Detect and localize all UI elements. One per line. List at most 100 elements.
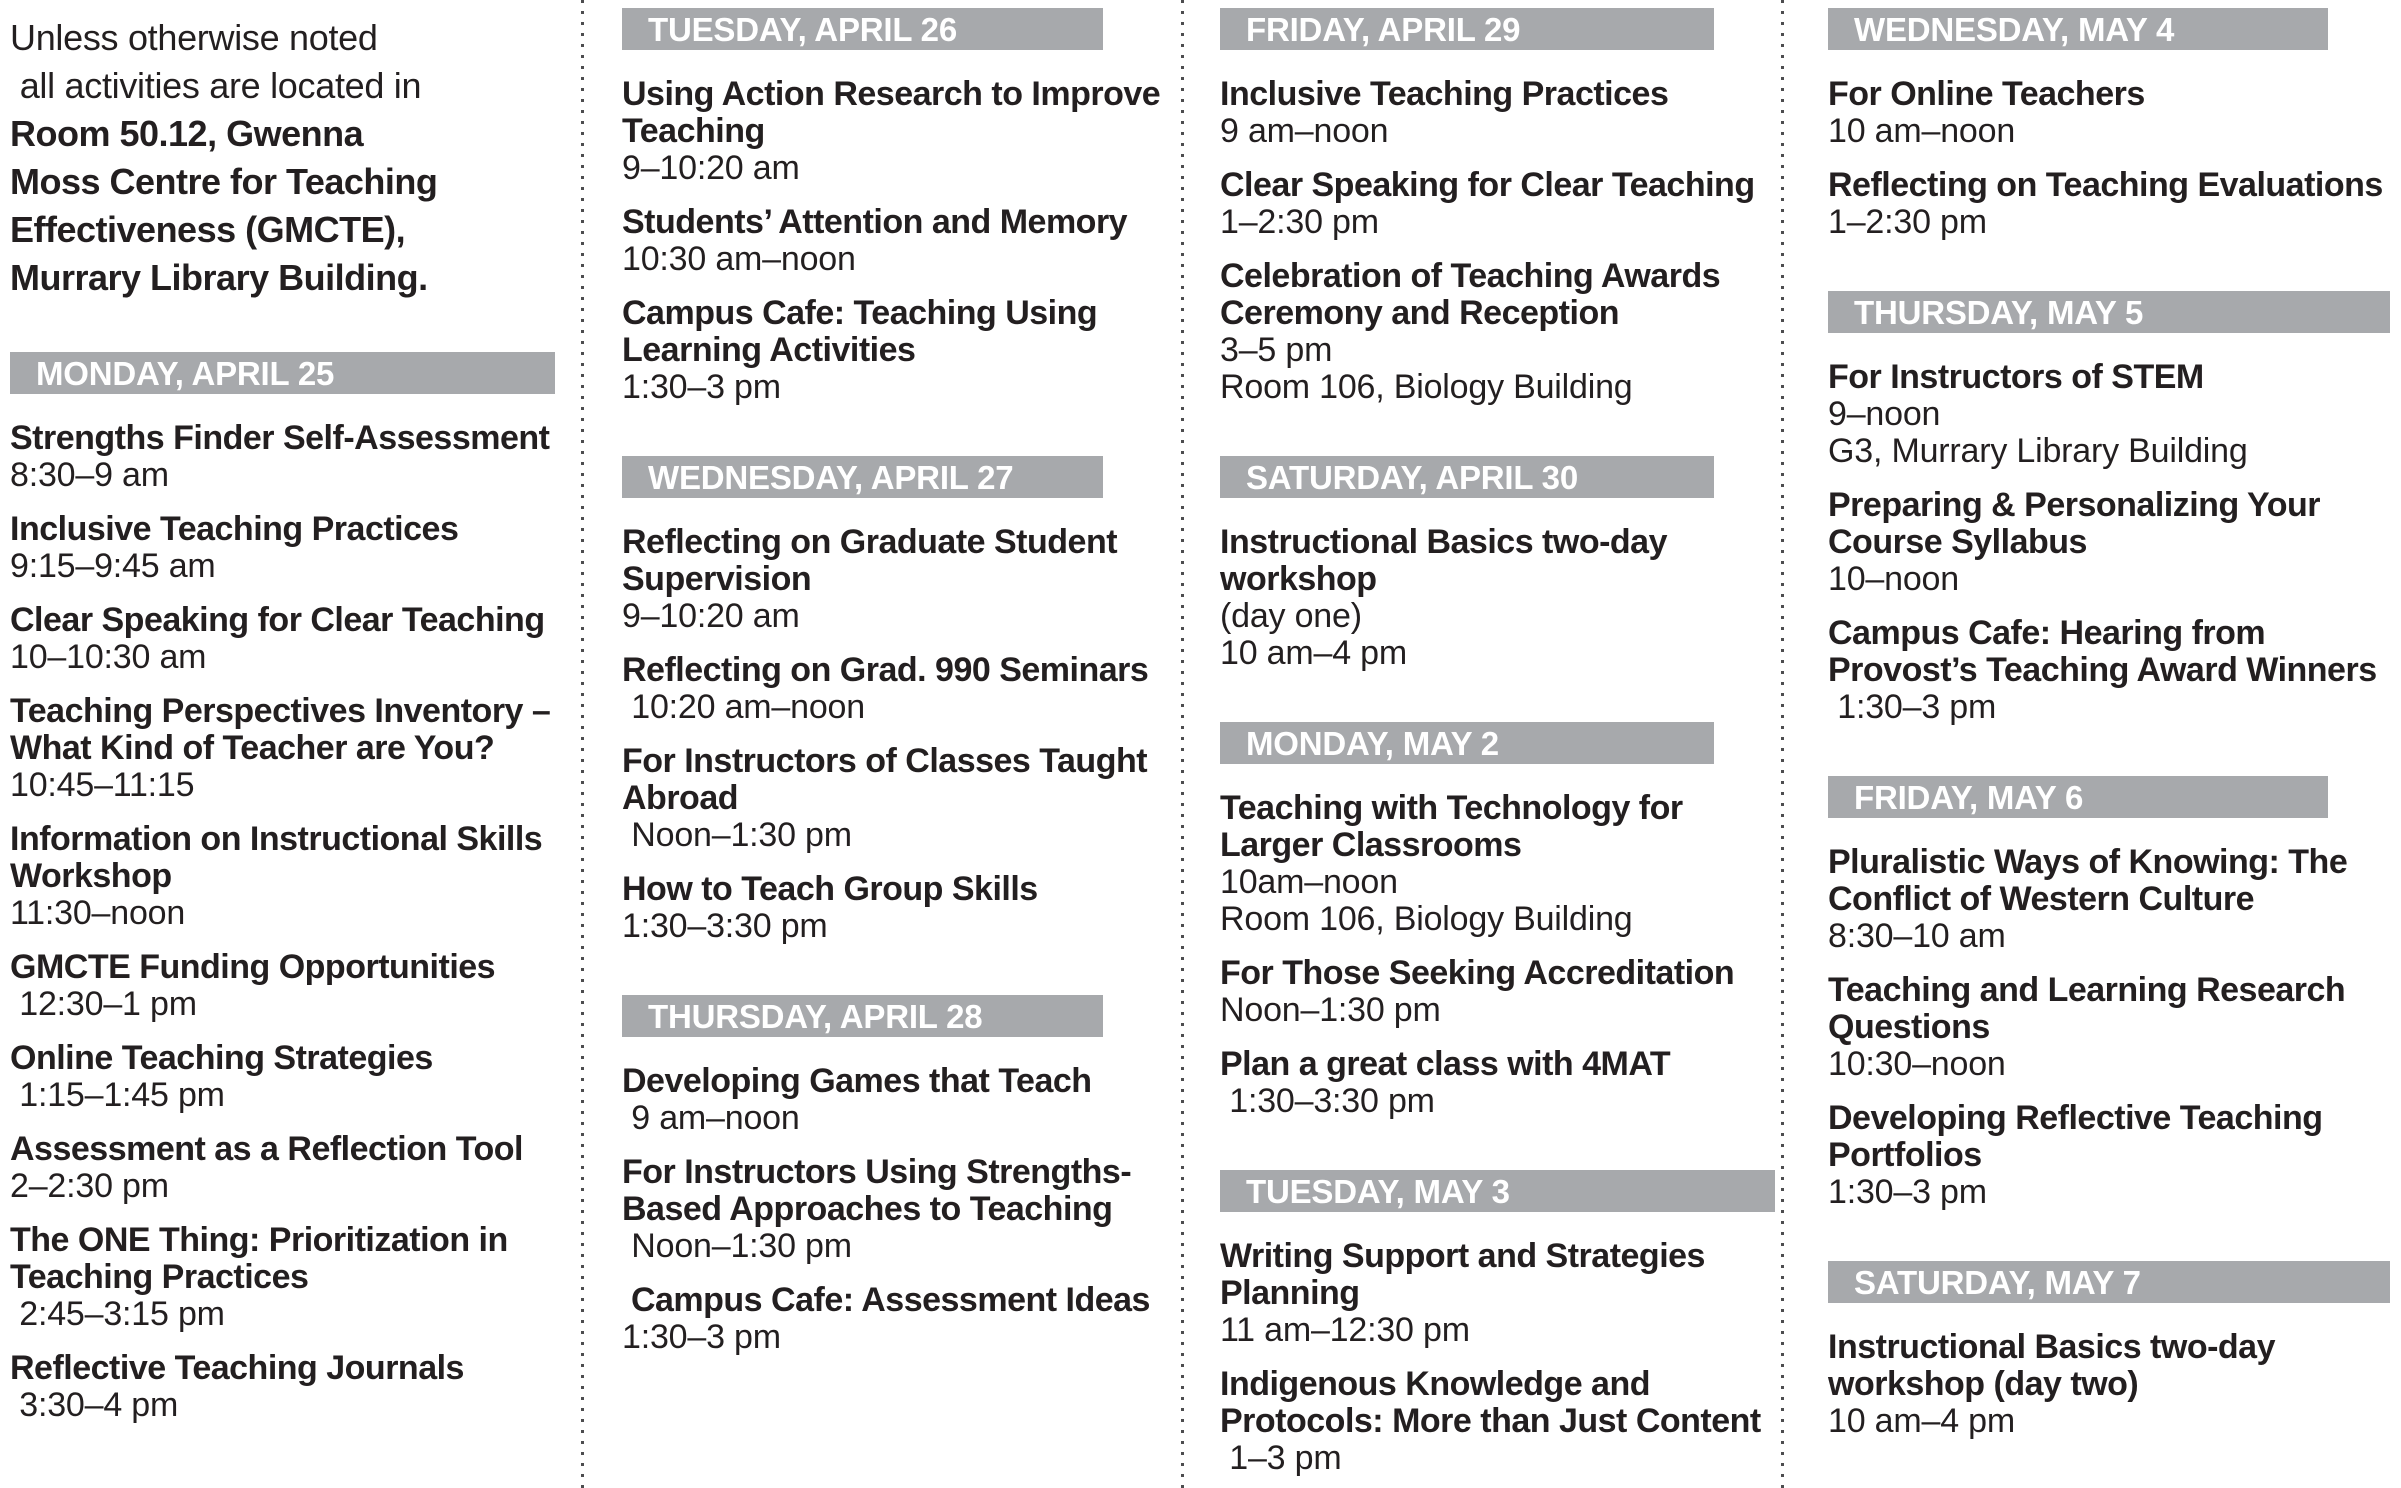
event-detail: 12:30–1 pm (10, 985, 197, 1023)
event: Pluralistic Ways of Knowing: The Conflic… (1828, 844, 2390, 955)
event-detail: 3:30–4 pm (10, 1386, 179, 1424)
day-header-label: FRIDAY, APRIL 29 (1246, 11, 1521, 48)
event-title: For Instructors Using Strengths- Based A… (622, 1153, 1132, 1228)
event-title: Pluralistic Ways of Knowing: The Conflic… (1828, 843, 2348, 918)
event: Clear Speaking for Clear Teaching 1–2:30 … (1220, 167, 1775, 241)
event: Preparing & Personalizing Your Course Sy… (1828, 487, 2390, 598)
event-title: Teaching with Technology for Larger Clas… (1220, 789, 1683, 864)
day-header-bar: THURSDAY, APRIL 28 (622, 995, 1103, 1037)
event: Information on Instructional Skills Work… (10, 821, 555, 932)
event-detail: 3–5 pm (1220, 331, 1333, 369)
event-detail: 1:30–3:30 pm (622, 907, 828, 945)
event-detail: 9–10:20 am (622, 597, 800, 635)
day-header-bar: TUESDAY, MAY 3 (1220, 1170, 1775, 1212)
event: Inclusive Teaching Practices 9:15–9:45 am (10, 511, 555, 585)
event-detail: 10–10:30 am (10, 638, 207, 676)
event-detail: 1:30–3 pm (1828, 1173, 1987, 1211)
event: Developing Games that Teach 9 am–noon (622, 1063, 1162, 1137)
event-title: Campus Cafe: Hearing from Provost’s Teac… (1828, 614, 2377, 689)
event-detail: 8:30–9 am (10, 456, 169, 494)
event-detail: 10:30 am–noon (622, 240, 856, 278)
day-header-bar: THURSDAY, MAY 5 (1828, 291, 2390, 333)
day-header-label: THURSDAY, APRIL 28 (648, 998, 983, 1035)
column-separator (1181, 0, 1184, 1488)
event: Clear Speaking for Clear Teaching 10–10:3… (10, 602, 555, 676)
event-detail: 10:30–noon (1828, 1045, 2006, 1083)
event: For Online Teachers 10 am–noon (1828, 76, 2390, 150)
event-title: How to Teach Group Skills (622, 870, 1038, 908)
event-detail: 10am–noon (1220, 863, 1398, 901)
event-detail: 1:30–3 pm (1828, 688, 1997, 726)
day-header-bar: MONDAY, MAY 2 (1220, 722, 1714, 764)
schedule-column-2: TUESDAY, APRIL 26 Using Action Research t… (622, 0, 1162, 1488)
event-title: Celebration of Teaching Awards Ceremony … (1220, 257, 1721, 332)
event-title: Developing Reflective Teaching Portfolio… (1828, 1099, 2323, 1174)
event: Reflective Teaching Journals 3:30–4 pm (10, 1350, 555, 1424)
event-detail: 2–2:30 pm (10, 1167, 169, 1205)
day-header-bar: SATURDAY, APRIL 30 (1220, 456, 1714, 498)
event-title: Using Action Research to Improve Teachin… (622, 75, 1161, 150)
event-title: Reflective Teaching Journals (10, 1349, 464, 1387)
day-header-bar: WEDNESDAY, MAY 4 (1828, 8, 2329, 50)
event: For Those Seeking Accreditation Noon–1:30… (1220, 955, 1775, 1029)
event-detail: Noon–1:30 pm (622, 816, 852, 854)
event-detail: 9 am–noon (622, 1099, 800, 1137)
event-title: For Online Teachers (1828, 75, 2145, 113)
event: Writing Support and Strategies Planning 1… (1220, 1238, 1775, 1349)
schedule-column-3: FRIDAY, APRIL 29 Inclusive Teaching Pract… (1220, 0, 1775, 1488)
event-detail: 1:30–3 pm (622, 368, 781, 406)
event-detail: Room 106, Biology Building (1220, 900, 1633, 938)
event: Using Action Research to Improve Teachin… (622, 76, 1162, 187)
event: Instructional Basics two-day workshop (d… (1828, 1329, 2390, 1440)
intro-note: Unless otherwise noted all activities ar… (10, 14, 555, 302)
event: Indigenous Knowledge and Protocols: More… (1220, 1366, 1775, 1477)
event-title: Campus Cafe: Teaching Using Learning Act… (622, 294, 1098, 369)
day-header-bar: TUESDAY, APRIL 26 (622, 8, 1103, 50)
event-title: Reflecting on Teaching Evaluations (1828, 166, 2383, 204)
intro-note-regular: Unless otherwise noted all activities ar… (10, 17, 422, 106)
event: Teaching Perspectives Inventory – What K… (10, 693, 555, 804)
event-detail: 9–10:20 am (622, 149, 800, 187)
event-title: For Those Seeking Accreditation (1220, 954, 1735, 992)
event-title: Instructional Basics two-day workshop (d… (1828, 1328, 2276, 1403)
event-detail: 1–3 pm (1220, 1439, 1342, 1477)
event: Campus Cafe: Assessment Ideas 1:30–3 pm (622, 1282, 1162, 1356)
event: Campus Cafe: Hearing from Provost’s Teac… (1828, 615, 2390, 726)
schedule-column-4: WEDNESDAY, MAY 4 For Online Teachers 10 am… (1828, 0, 2390, 1488)
event: Instructional Basics two-day workshop (da… (1220, 524, 1775, 672)
event-detail: 1–2:30 pm (1828, 203, 1987, 241)
event-detail: 10 am–4 pm (1220, 634, 1407, 672)
day-header-label: THURSDAY, MAY 5 (1854, 294, 2144, 331)
event: For Instructors of Classes Taught Abroad… (622, 743, 1162, 854)
event-title: Campus Cafe: Assessment Ideas (622, 1281, 1151, 1319)
day-header-bar: FRIDAY, MAY 6 (1828, 776, 2329, 818)
event: The ONE Thing: Prioritization in Teachin… (10, 1222, 555, 1333)
event-title: Plan a great class with 4MAT (1220, 1045, 1671, 1083)
event-detail: 10 am–noon (1828, 112, 2016, 150)
day-header-label: SATURDAY, MAY 7 (1854, 1264, 2141, 1301)
event-detail: 10:20 am–noon (622, 688, 865, 726)
event-detail: 1:30–3 pm (622, 1318, 781, 1356)
event: Developing Reflective Teaching Portfolio… (1828, 1100, 2390, 1211)
column-separator (1781, 0, 1784, 1488)
event-detail: 1–2:30 pm (1220, 203, 1379, 241)
event-title: Instructional Basics two-day workshop (1220, 523, 1668, 598)
event-title: For Instructors of STEM (1828, 358, 2204, 396)
day-header-label: MONDAY, MAY 2 (1246, 725, 1499, 762)
day-header-label: WEDNESDAY, MAY 4 (1854, 11, 2175, 48)
event-detail: G3, Murrary Library Building (1828, 432, 2248, 470)
event: How to Teach Group Skills 1:30–3:30 pm (622, 871, 1162, 945)
event: Reflecting on Graduate Student Supervisi… (622, 524, 1162, 635)
event-detail: Noon–1:30 pm (622, 1227, 852, 1265)
event-title: Inclusive Teaching Practices (10, 510, 459, 548)
day-header-bar: MONDAY, APRIL 25 (10, 352, 555, 394)
day-header-bar: SATURDAY, MAY 7 (1828, 1261, 2390, 1303)
intro-note-bold: Room 50.12, Gwenna Moss Centre for Teach… (10, 113, 438, 298)
event-title: Reflecting on Graduate Student Supervisi… (622, 523, 1118, 598)
event-title: Assessment as a Reflection Tool (10, 1130, 523, 1168)
day-header-label: MONDAY, APRIL 25 (36, 355, 335, 392)
event-title: Strengths Finder Self-Assessment (10, 419, 550, 457)
schedule-column-1: Unless otherwise noted all activities ar… (10, 0, 555, 1488)
event-detail: 8:30–10 am (1828, 917, 2006, 955)
